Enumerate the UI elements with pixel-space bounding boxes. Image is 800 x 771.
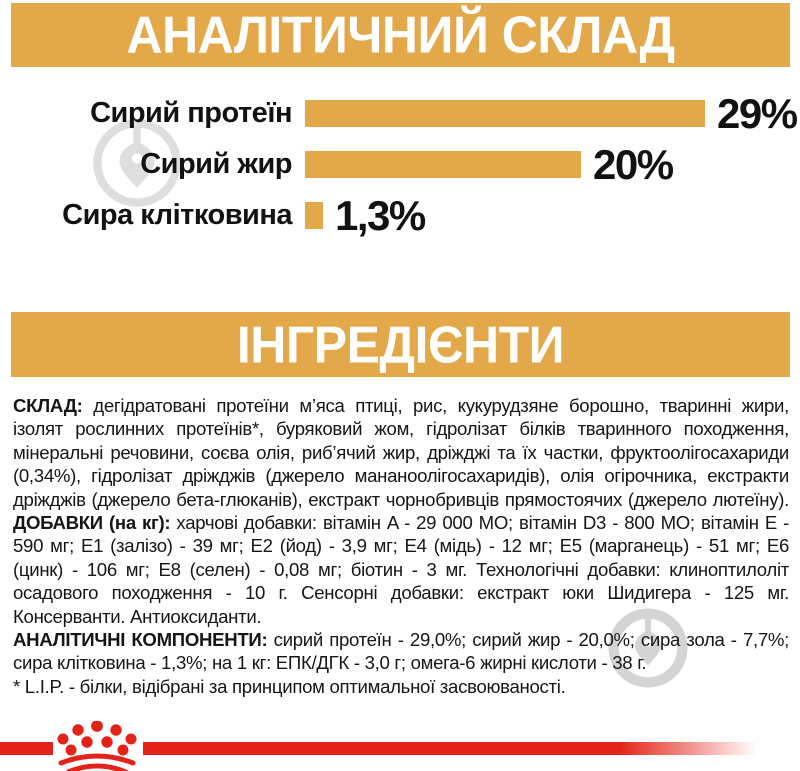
chart-category-label: Сирий жир [140, 148, 292, 180]
ingredients-paragraph: * L.I.P. - білки, відібрані за принципом… [13, 675, 789, 698]
ingredients-paragraph: СКЛАД: дегідратовані протеїни м’яса птиц… [13, 394, 789, 628]
brand-stripe-right [143, 742, 770, 755]
brand-stripe-left [0, 742, 53, 755]
ingredients-section-heading: СКЛАД: [13, 395, 83, 416]
watermark-tag-icon [93, 119, 181, 207]
chart-value-label: 1,3% [335, 191, 426, 239]
chart-category-label: Сирий протеїн [90, 97, 292, 129]
chart-row: Сирий жир 20% [0, 139, 800, 190]
analytical-composition-banner: АНАЛІТИЧНИЙ СКЛАД [11, 3, 790, 67]
watermark-tag-icon [608, 608, 688, 688]
ingredients-body-text: харчові добавки: вітамін A - 29 000 МО; … [13, 512, 789, 627]
ingredients-section-heading: АНАЛІТИЧНІ КОМПОНЕНТИ: [13, 629, 268, 651]
chart-row: Сирий протеїн 29% [0, 88, 800, 139]
ingredients-section-heading: ДОБАВКИ (на кг): [13, 512, 171, 534]
ingredients-paragraph: АНАЛІТИЧНІ КОМПОНЕНТИ: сирий протеїн - 2… [13, 628, 789, 675]
analytical-composition-title: АНАЛІТИЧНИЙ СКЛАД [126, 5, 675, 65]
analytical-composition-chart: Сирий протеїн 29% Сирий жир 20% Сира клітков… [0, 88, 800, 241]
ingredients-banner: ІНГРЕДІЄНТИ [11, 312, 790, 377]
ingredients-body-text: * L.I.P. - білки, відібрані за принципом… [13, 675, 566, 697]
ingredients-text: СКЛАД: дегідратовані протеїни м’яса птиц… [13, 394, 789, 698]
ingredients-body-text: сирий протеїн - 29,0%; сирий жир - 20,0%… [13, 629, 789, 674]
ingredients-title: ІНГРЕДІЄНТИ [236, 315, 565, 374]
chart-bar [305, 100, 705, 127]
chart-category-label: Сира клітковина [62, 199, 292, 231]
chart-value-label: 20% [593, 140, 674, 188]
royal-canin-crown-icon [57, 721, 137, 771]
chart-value-label: 29% [717, 89, 798, 137]
chart-bar [305, 202, 323, 229]
chart-row: Сира клітковина 1,3% [0, 190, 800, 241]
ingredients-body-text: дегідратовані протеїни м’яса птиці, рис,… [13, 395, 789, 510]
chart-bar [305, 151, 581, 178]
